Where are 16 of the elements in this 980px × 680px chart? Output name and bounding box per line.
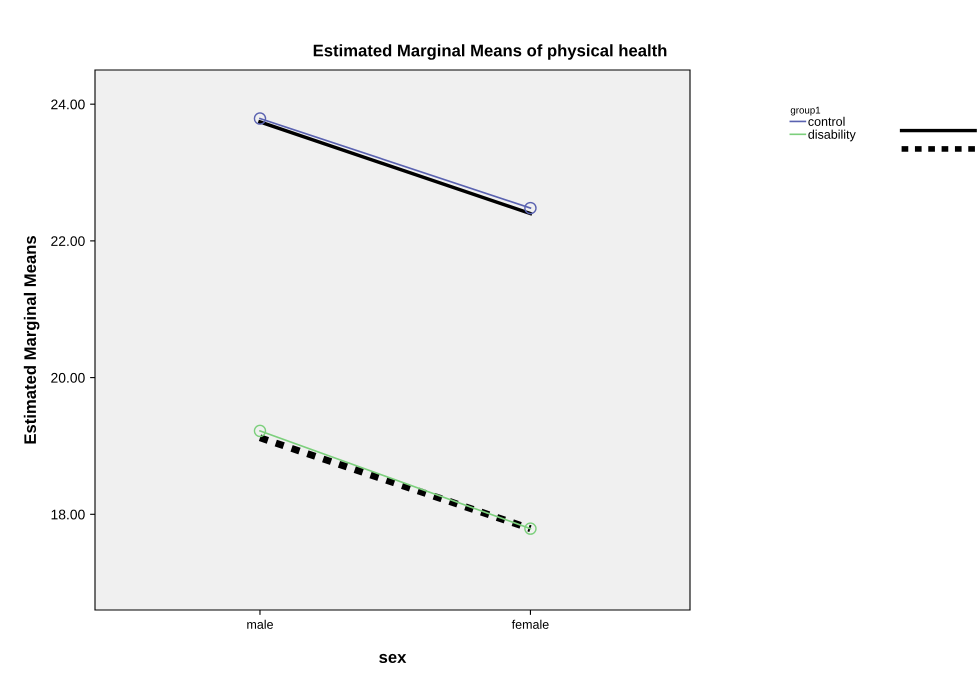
y-tick-label: 24.00 xyxy=(51,100,85,110)
point xyxy=(254,424,266,438)
point xyxy=(524,202,537,214)
y-tick-label: 20.00 xyxy=(51,372,85,383)
x-axis-title: sex xyxy=(379,654,406,664)
y-tick-label: 18.00 xyxy=(52,510,85,520)
x-tick-label: male xyxy=(247,620,273,629)
x-tick-label: female xyxy=(512,620,549,629)
y-tick-label: 22.00 xyxy=(51,236,85,246)
legend-label: control xyxy=(808,116,845,126)
y-axis-title: Estimated Marginal Means xyxy=(24,236,40,444)
point xyxy=(524,522,537,535)
point xyxy=(254,112,266,125)
chart-title: Estimated Marginal Means of physical health xyxy=(314,44,666,60)
legend-title: group1 xyxy=(790,106,820,116)
legend-label: disability xyxy=(808,130,856,142)
